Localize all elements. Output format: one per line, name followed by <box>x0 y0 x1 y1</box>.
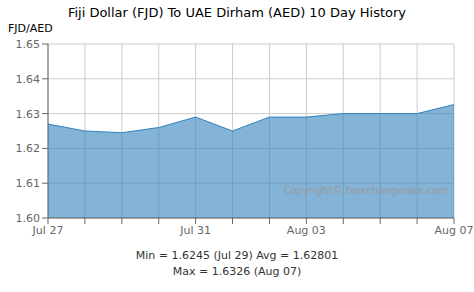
svg-text:1.60: 1.60 <box>16 212 41 225</box>
svg-text:Aug 07: Aug 07 <box>435 224 466 237</box>
svg-text:1.62: 1.62 <box>16 142 41 155</box>
svg-text:1.64: 1.64 <box>16 73 41 86</box>
svg-text:Jul 27: Jul 27 <box>32 224 64 237</box>
html-text:Copyright© fxexchangerate.com: Copyright© fxexchangerate.com <box>283 185 448 196</box>
svg-text:1.61: 1.61 <box>16 177 41 190</box>
html-text:Fiji Dollar (FJD) To UAE Dirha: Fiji Dollar (FJD) To UAE Dirham (AED) 10… <box>67 5 407 20</box>
svg-text:1.65: 1.65 <box>16 38 41 51</box>
svg-text:Jul 31: Jul 31 <box>179 224 211 237</box>
html-text:Min = 1.6245 (Jul 29) Avg = 1.: Min = 1.6245 (Jul 29) Avg = 1.62801 <box>135 249 339 262</box>
html-text:Max = 1.6326 (Aug 07): Max = 1.6326 (Aug 07) <box>172 265 302 278</box>
html-text:FJD/AED: FJD/AED <box>8 22 53 35</box>
svg-text:Aug 03: Aug 03 <box>287 224 326 237</box>
svg-text:1.63: 1.63 <box>16 108 41 121</box>
